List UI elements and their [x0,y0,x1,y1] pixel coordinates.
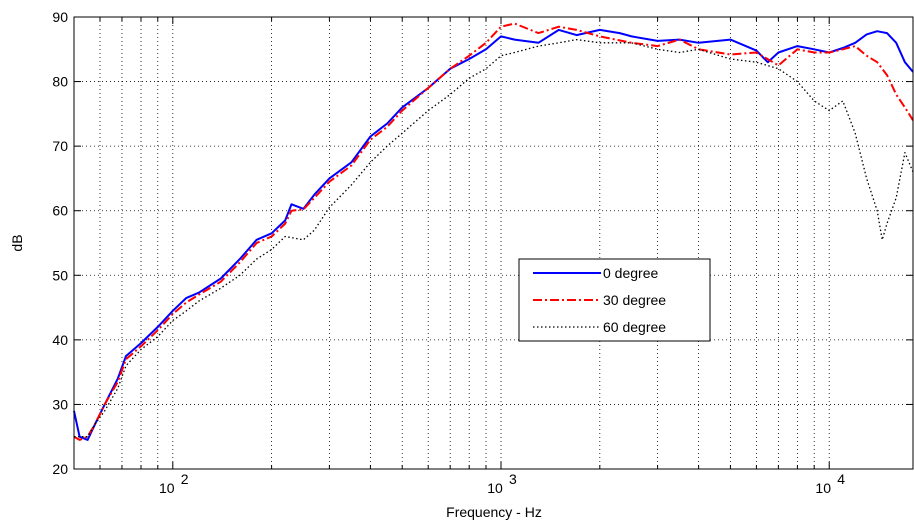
plot-background [74,17,913,469]
x-axis-label: Frequency - Hz [446,504,542,520]
ticks [73,16,913,470]
legend-label-1: 30 degree [603,292,666,308]
y-tick-label: 80 [52,74,68,90]
series-line-2 [74,38,914,438]
x-tick-label: 10 [159,480,175,496]
x-tick-label: 10 [815,480,831,496]
x-tick-exponent: 4 [837,471,845,487]
legend: 0 degree 30 degree 60 degree [518,258,711,342]
series-group [73,22,914,441]
series-line-1 [73,22,914,441]
plot-frame [73,16,914,470]
x-tick-exponent: 3 [509,471,517,487]
tick-labels: 20 30 40 50 60 70 80 90 10 2 10 3 10 4 [52,9,845,496]
y-tick-label: 60 [52,203,68,219]
y-tick-label: 40 [52,332,68,348]
x-tick-exponent: 2 [181,471,189,487]
y-tick-label: 70 [52,138,68,154]
y-tick-label: 90 [52,9,68,25]
y-axis-label: dB [9,234,25,251]
legend-label-0: 0 degree [603,265,658,281]
y-tick-label: 20 [52,461,68,477]
x-tick-label: 10 [487,480,503,496]
grid [73,17,913,469]
legend-label-2: 60 degree [603,319,666,335]
y-tick-label: 50 [52,267,68,283]
y-tick-label: 30 [52,396,68,412]
series-line-0 [73,28,914,441]
